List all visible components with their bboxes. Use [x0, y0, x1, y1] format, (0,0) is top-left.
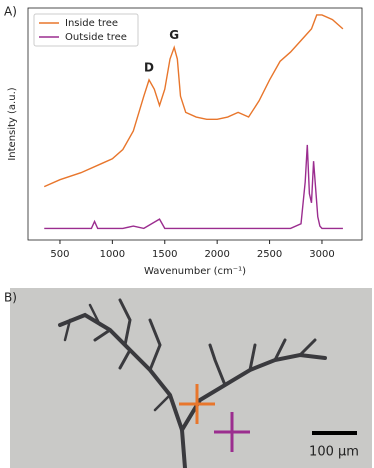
peak-annotation: D — [144, 60, 154, 74]
x-tick-label: 1500 — [152, 249, 177, 260]
x-tick-label: 500 — [50, 249, 69, 260]
scale-bar-label: 100 µm — [309, 445, 359, 460]
data-line — [43, 14, 344, 188]
legend-box — [33, 13, 139, 47]
y-axis-label: Intensity (a.u.) — [7, 87, 18, 160]
plot-frame — [27, 7, 363, 241]
x-tick-label: 2000 — [204, 249, 229, 260]
legend-label: Outside tree — [65, 32, 127, 43]
x-tick-label: 2500 — [257, 249, 282, 260]
x-tick-label: 3000 — [309, 249, 334, 260]
tree — [58, 298, 327, 468]
panel-label: B) — [4, 291, 17, 305]
panel-label: A) — [4, 5, 17, 19]
x-axis-label: Wavenumber (cm⁻¹) — [144, 266, 246, 277]
micrograph — [10, 288, 372, 468]
legend-label: Inside tree — [65, 18, 118, 29]
peak-annotation: G — [169, 28, 179, 42]
x-tick-label: 1000 — [100, 249, 125, 260]
data-line — [44, 144, 343, 230]
